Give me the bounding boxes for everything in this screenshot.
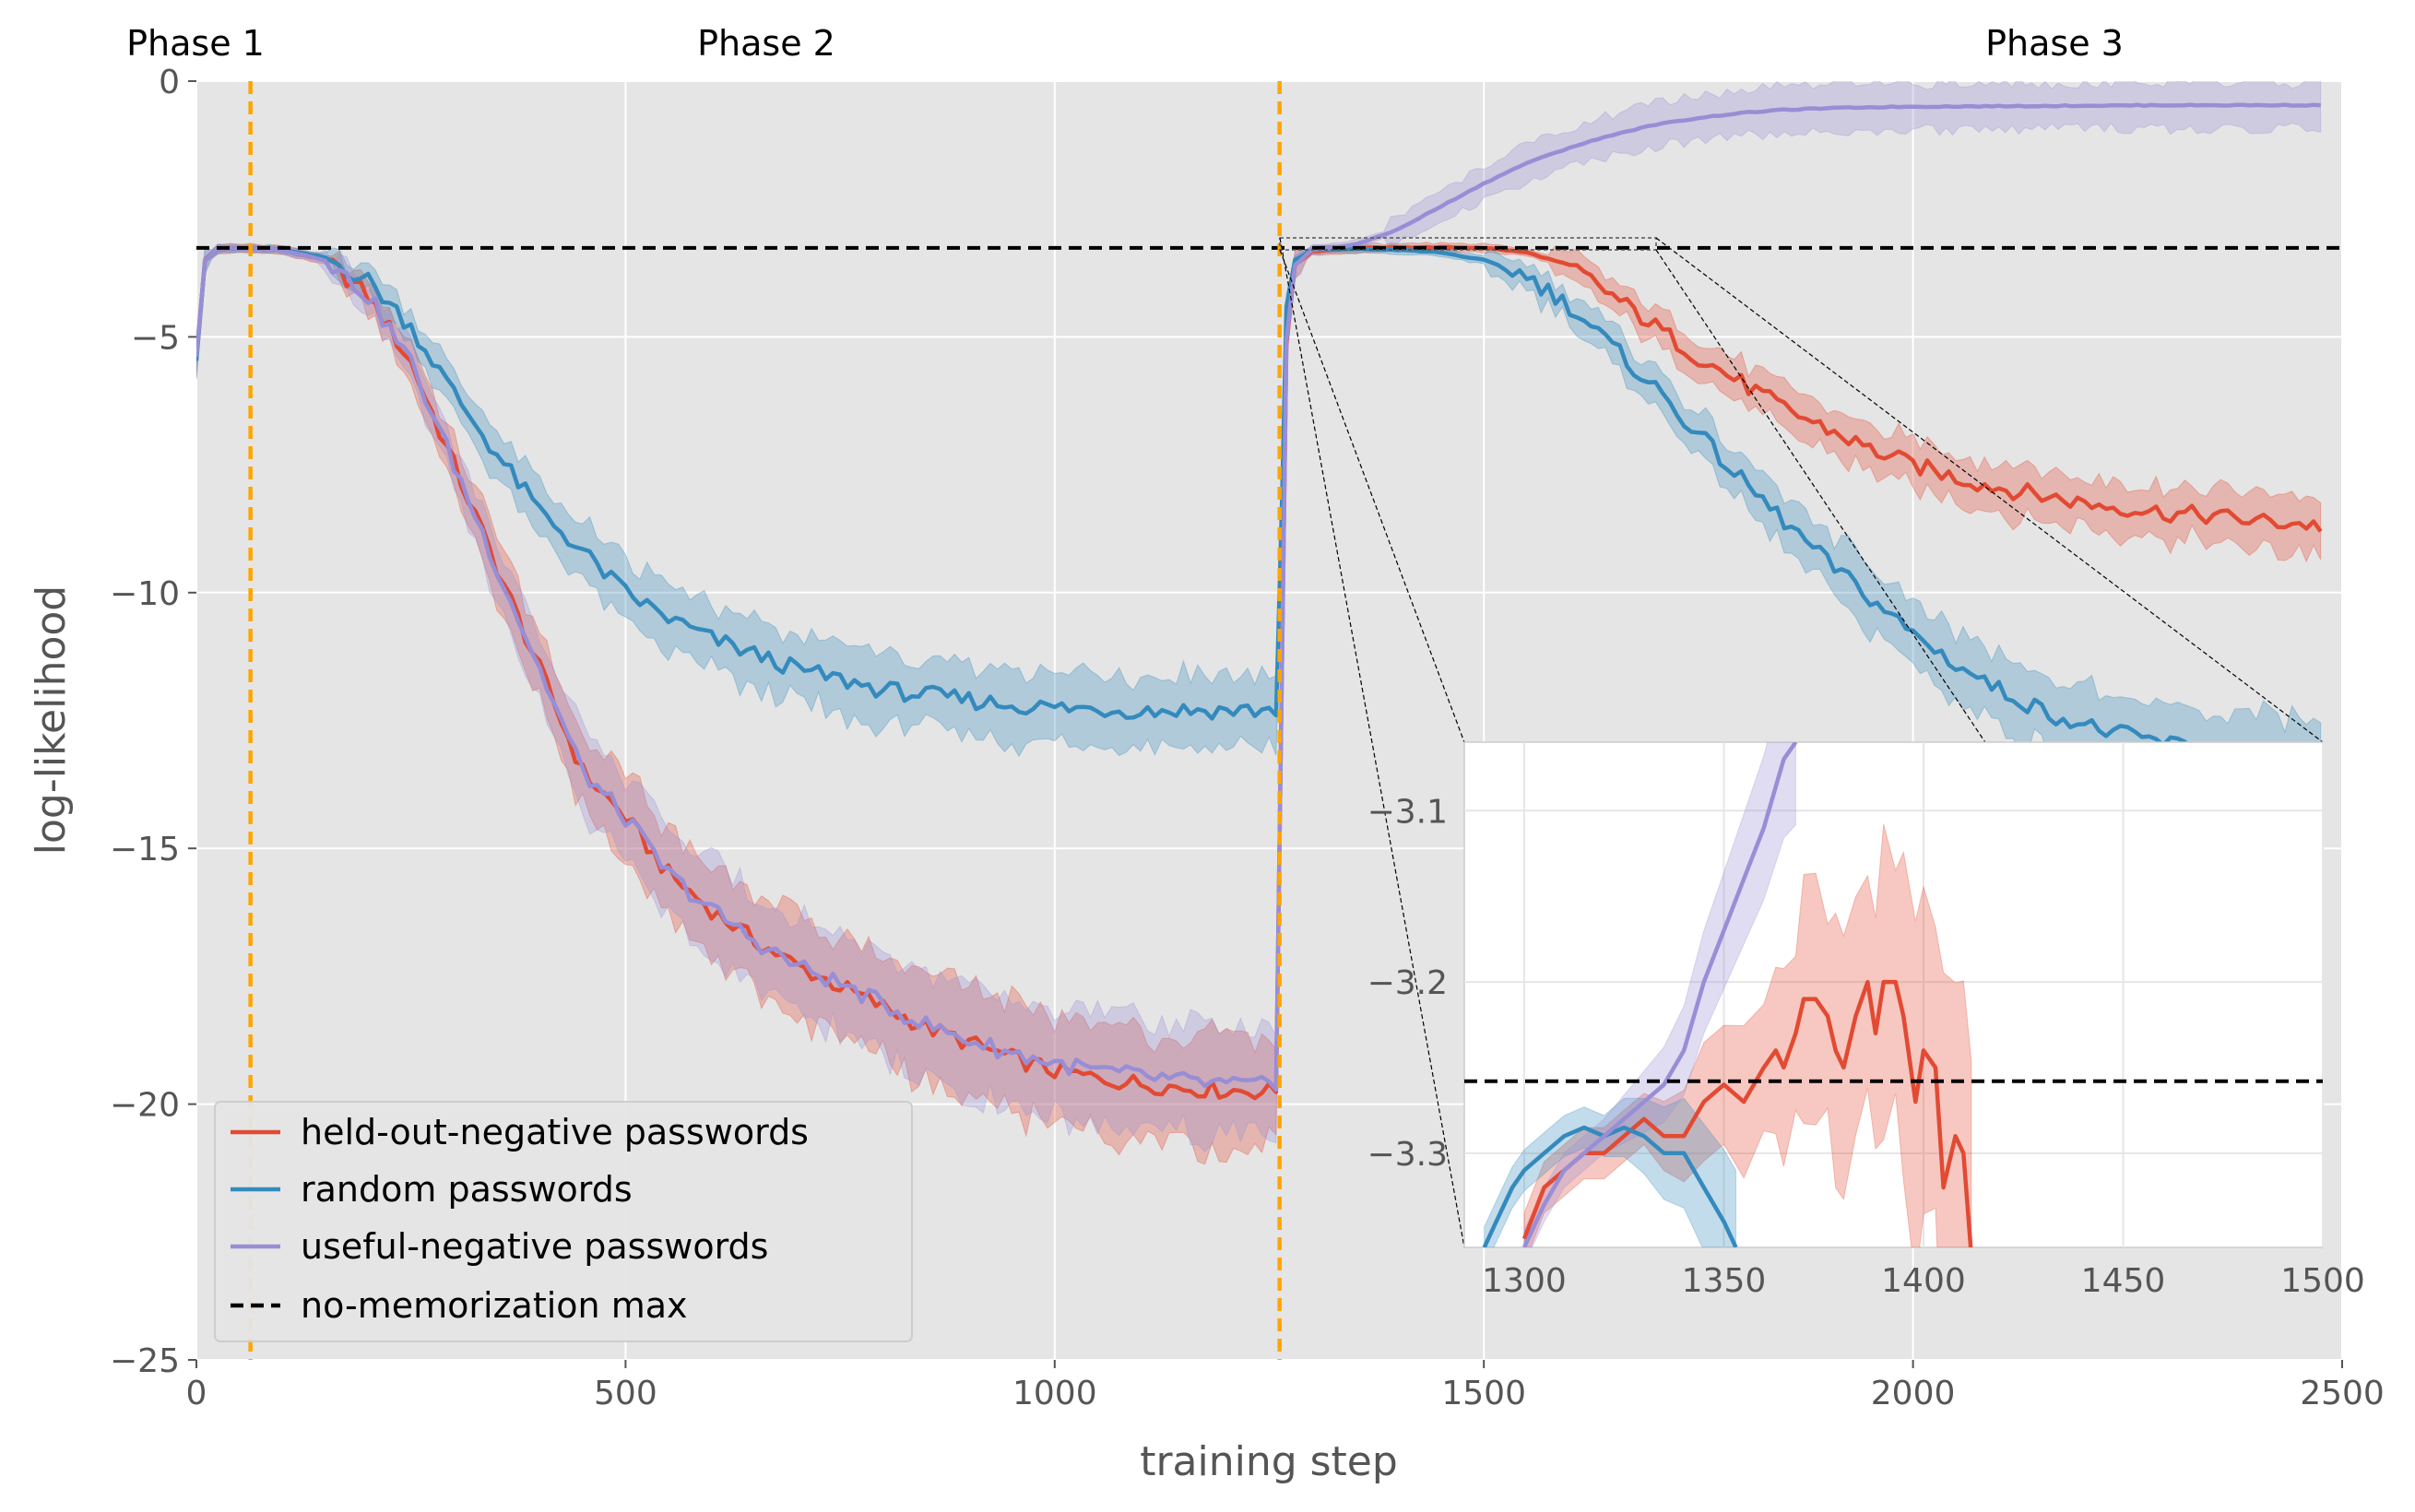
x-tick-label: 1000 bbox=[1012, 1375, 1097, 1412]
confidence-bands bbox=[196, 81, 2322, 1165]
zoom-region bbox=[1279, 237, 1657, 251]
legend: held-out-negative passwords random passw… bbox=[214, 1101, 913, 1342]
series-line-1 bbox=[196, 246, 2322, 766]
legend-label-useful: useful-negative passwords bbox=[301, 1226, 768, 1267]
y-tick-label: −20 bbox=[110, 1087, 180, 1125]
series-lines bbox=[196, 102, 2342, 1101]
y-tick-label: −15 bbox=[110, 831, 180, 868]
inset-x-tick-label: 1350 bbox=[1682, 1262, 1767, 1300]
inset-chart: 1300 1350 1400 1450 1500 −3.1 −3.2 −3.3 bbox=[1367, 741, 2365, 1300]
inset-series-line-2 bbox=[1521, 742, 1798, 1247]
y-tick-label: −25 bbox=[110, 1342, 180, 1380]
band-2 bbox=[196, 81, 2322, 1152]
inset-x-tick-label: 1500 bbox=[2280, 1262, 2365, 1300]
legend-label-no-memorization: no-memorization max bbox=[301, 1285, 687, 1326]
phase-3-label: Phase 3 bbox=[1985, 23, 2124, 64]
x-tick-label: 500 bbox=[594, 1375, 657, 1412]
x-tick-label: 1500 bbox=[1441, 1375, 1526, 1412]
y-axis-label: log-likelihood bbox=[28, 585, 75, 856]
inset-band-0 bbox=[1523, 823, 1972, 1247]
inset-x-tick-label: 1400 bbox=[1881, 1262, 1966, 1300]
axis-ticks: 0 500 1000 1500 2000 2500 0 −5 −10 −15 −20 −25 bbox=[110, 64, 2385, 1412]
inset-y-tick-label: −3.1 bbox=[1367, 793, 1448, 831]
inset-axis-ticks: 1300 1350 1400 1450 1500 −3.1 −3.2 −3.3 bbox=[1367, 793, 2365, 1300]
legend-frame bbox=[214, 1101, 913, 1342]
x-tick-label: 2500 bbox=[2300, 1375, 2385, 1412]
phase-1-label: Phase 1 bbox=[126, 23, 265, 64]
inset-grid bbox=[1464, 742, 2324, 1247]
y-tick-label: −5 bbox=[131, 319, 180, 357]
series-line-2 bbox=[196, 102, 2321, 1093]
zoom-connector-1 bbox=[1279, 237, 1465, 1248]
legend-label-random: random passwords bbox=[301, 1169, 633, 1210]
inset-x-tick-label: 1450 bbox=[2081, 1262, 2166, 1300]
legend-label-held-out: held-out-negative passwords bbox=[301, 1112, 809, 1152]
x-tick-label: 2000 bbox=[1871, 1375, 1956, 1412]
y-tick-label: 0 bbox=[159, 64, 180, 101]
x-tick-label: 0 bbox=[186, 1375, 207, 1412]
inset-series-line-0 bbox=[1521, 979, 1973, 1247]
inset-x-tick-label: 1300 bbox=[1482, 1262, 1567, 1300]
inset-series-lines bbox=[1464, 742, 2323, 1247]
x-axis-label: training step bbox=[1140, 1438, 1398, 1485]
zoom-connector-2 bbox=[1279, 249, 1465, 743]
inset-y-tick-label: −3.3 bbox=[1367, 1136, 1448, 1174]
zoom-connector-3 bbox=[1655, 237, 2324, 743]
series-line-0 bbox=[196, 244, 2323, 1101]
phase-2-label: Phase 2 bbox=[697, 23, 835, 64]
band-0 bbox=[196, 242, 2322, 1165]
inset-y-tick-label: −3.2 bbox=[1367, 964, 1448, 1002]
inset-plot-area bbox=[1463, 741, 2324, 1248]
y-tick-label: −10 bbox=[110, 575, 180, 613]
